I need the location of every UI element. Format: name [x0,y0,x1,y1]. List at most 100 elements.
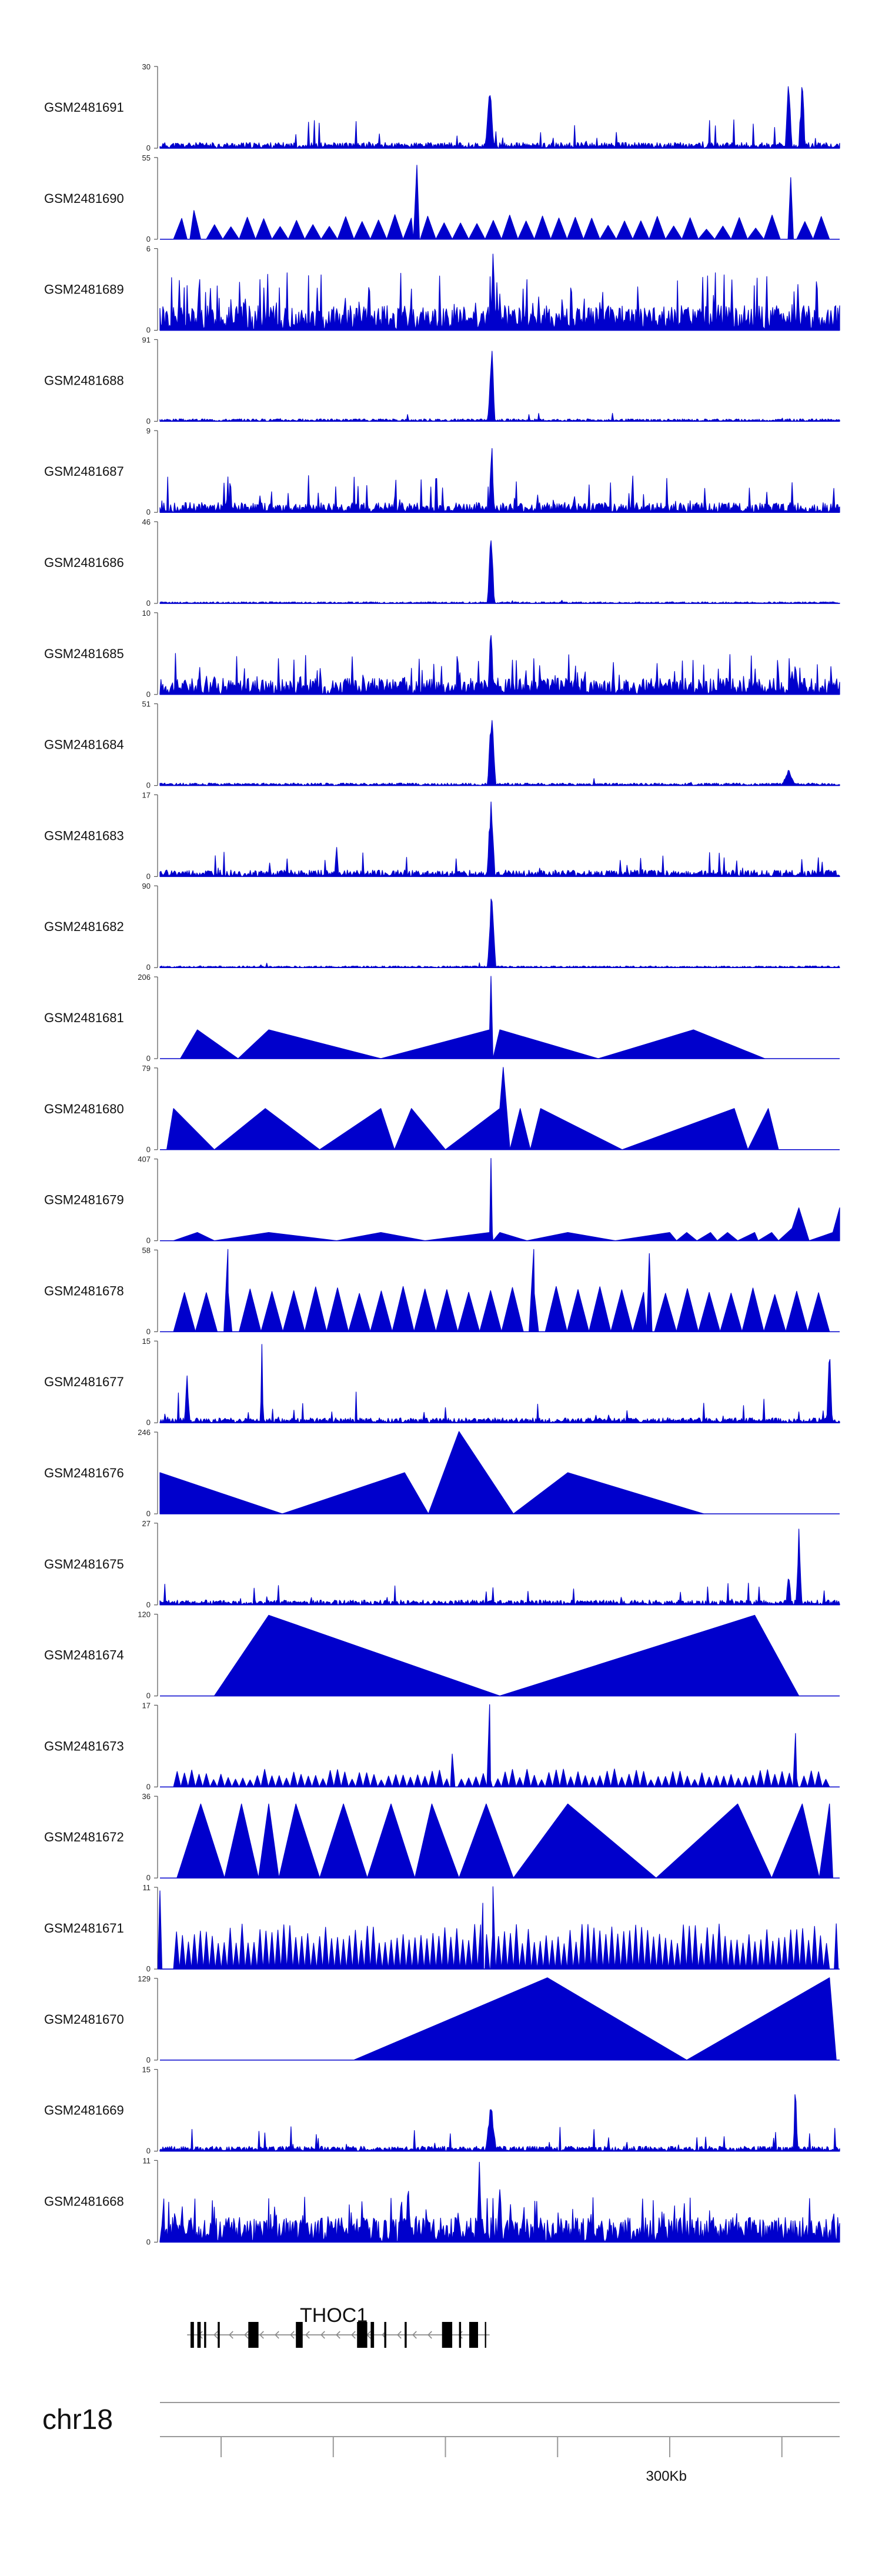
track-GSM2481673: GSM2481673 17 0 [44,1701,840,1791]
y-min-label: 0 [146,1327,151,1336]
y-min-label: 0 [146,2237,151,2246]
track-GSM2481677: GSM2481677 15 0 [44,1337,840,1427]
y-min-label: 0 [146,781,151,790]
y-max-label: 15 [142,1337,151,1346]
y-max-label: 120 [138,1610,151,1619]
track-label: GSM2481688 [44,373,124,388]
track-label: GSM2481672 [44,1830,124,1844]
y-max-label: 6 [146,245,151,253]
coverage-area [159,86,840,149]
y-max-label: 91 [142,335,151,344]
track-label: GSM2481687 [44,464,124,479]
track-GSM2481670: GSM2481670 129 0 [44,1974,840,2064]
position-label: 300Kb [646,2468,687,2484]
y-min-label: 0 [146,690,151,699]
strand-arrow [336,2331,340,2339]
track-GSM2481669: GSM2481669 15 0 [44,2066,840,2155]
y-min-label: 0 [146,2056,151,2064]
y-max-label: 46 [142,518,151,526]
track-GSM2481682: GSM2481682 90 0 [44,882,840,972]
track-GSM2481686: GSM2481686 46 0 [44,518,840,608]
track-label: GSM2481685 [44,646,124,661]
chromosome-axis: chr18 300Kb [42,2402,840,2484]
exon [370,2322,375,2348]
track-label: GSM2481676 [44,1466,124,1480]
y-min-label: 0 [146,1145,151,1154]
y-max-label: 79 [142,1064,151,1073]
track-GSM2481687: GSM2481687 9 0 [44,426,840,516]
y-max-label: 55 [142,154,151,162]
coverage-area [159,2094,840,2152]
exon [218,2322,220,2348]
track-label: GSM2481683 [44,828,124,843]
y-min-label: 0 [146,326,151,335]
exon [384,2322,386,2348]
track-GSM2481676: GSM2481676 246 0 [44,1428,840,1518]
coverage-area [213,1614,800,1697]
y-min-label: 0 [146,1418,151,1427]
coverage-area [157,1886,839,1970]
track-GSM2481675: GSM2481675 27 0 [44,1519,840,1609]
track-label: GSM2481668 [44,2194,124,2208]
y-min-label: 0 [146,872,151,880]
track-label: GSM2481675 [44,1557,124,1571]
exon [248,2322,259,2348]
track-GSM2481683: GSM2481683 17 0 [44,790,840,880]
exon [405,2322,407,2348]
y-max-label: 36 [142,1792,151,1801]
strand-arrow [229,2331,233,2339]
y-max-label: 30 [142,62,151,71]
track-GSM2481680: GSM2481680 79 0 [44,1064,840,1154]
coverage-area [173,1158,840,1242]
exon [485,2322,486,2348]
exon [296,2322,303,2348]
track-GSM2481672: GSM2481672 36 0 [44,1792,840,1882]
y-min-label: 0 [146,1054,151,1063]
track-label: GSM2481684 [44,738,124,752]
coverage-area [159,540,840,604]
y-max-label: 11 [143,2156,151,2165]
coverage-area [173,1704,830,1787]
track-label: GSM2481679 [44,1193,124,1207]
strand-arrow [290,2331,295,2339]
exon [255,2322,257,2348]
coverage-area [176,1803,833,1878]
track-GSM2481678: GSM2481678 58 0 [44,1246,840,1336]
track-label: GSM2481686 [44,555,124,570]
track-label: GSM2481690 [44,191,124,206]
exon [204,2322,206,2348]
y-max-label: 9 [146,426,151,435]
coverage-area [159,1431,704,1514]
track-label: GSM2481674 [44,1648,124,1663]
strand-arrow [412,2331,417,2339]
y-max-label: 51 [142,700,151,709]
track-GSM2481679: GSM2481679 407 0 [44,1155,840,1245]
strand-arrow [305,2331,310,2339]
y-max-label: 90 [142,882,151,890]
exon [191,2322,194,2348]
coverage-area [173,165,830,240]
tracks-group: GSM2481691300GSM2481690550GSM248168960GS… [44,62,840,2246]
gene-model [187,2322,490,2348]
strand-arrow [244,2331,249,2339]
strand-arrow [259,2331,264,2339]
y-min-label: 0 [146,1964,151,1973]
coverage-area [159,448,840,513]
strand-arrow [351,2331,356,2339]
y-max-label: 10 [142,609,151,618]
y-min-label: 0 [146,1509,151,1518]
track-label: GSM2481691 [44,100,124,115]
y-min-label: 0 [146,1600,151,1609]
y-max-label: 11 [143,1883,151,1892]
track-label: GSM2481669 [44,2103,124,2118]
track-GSM2481671: GSM2481671 11 0 [44,1883,840,1973]
y-min-label: 0 [146,599,151,608]
gene-annotation: THOC1 [187,2304,490,2348]
track-GSM2481684: GSM2481684 51 0 [44,700,840,790]
y-min-label: 0 [146,1691,151,1700]
coverage-area [180,976,766,1059]
track-GSM2481668: GSM2481668 11 0 [44,2156,840,2246]
track-label: GSM2481673 [44,1739,124,1753]
y-max-label: 58 [142,1246,151,1254]
